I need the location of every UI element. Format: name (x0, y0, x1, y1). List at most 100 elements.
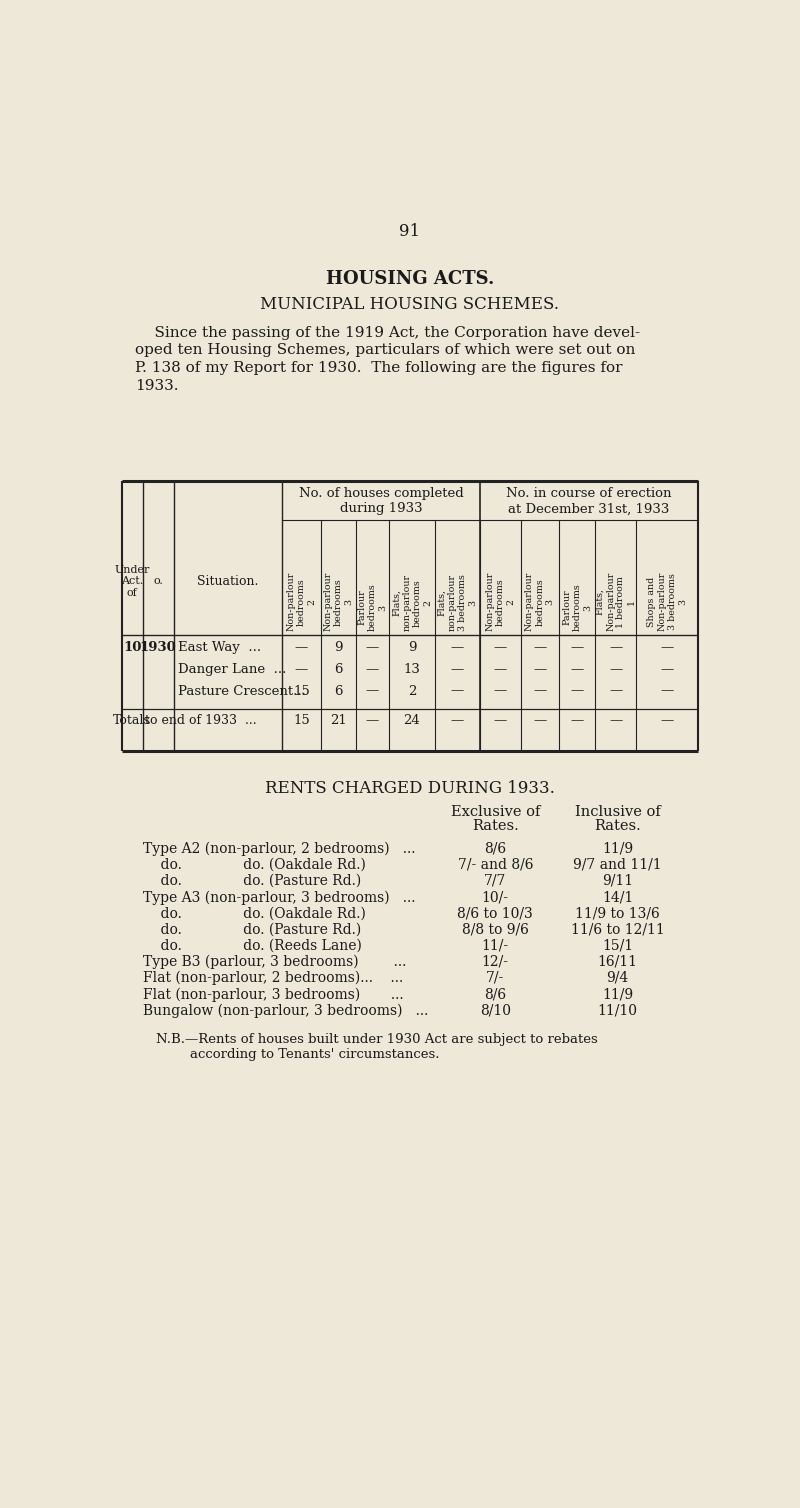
Text: —: — (450, 664, 464, 676)
Text: —: — (609, 664, 622, 676)
Text: Flats,
non-parlour
bedrooms
2: Flats, non-parlour bedrooms 2 (392, 575, 432, 632)
Text: Totals: Totals (114, 713, 151, 727)
Text: Non-parlour
bedrooms
2: Non-parlour bedrooms 2 (486, 572, 515, 632)
Text: HOUSING ACTS.: HOUSING ACTS. (326, 270, 494, 288)
Text: 9: 9 (408, 641, 416, 654)
Text: —: — (661, 664, 674, 676)
Text: 9/7 and 11/1: 9/7 and 11/1 (574, 858, 662, 872)
Text: 7/- and 8/6: 7/- and 8/6 (458, 858, 533, 872)
Text: 6: 6 (334, 685, 342, 698)
Text: 8/8 to 9/6: 8/8 to 9/6 (462, 923, 529, 936)
Text: do.              do. (Oakdale Rd.): do. do. (Oakdale Rd.) (142, 906, 370, 920)
Text: —: — (570, 685, 584, 698)
Text: MUNICIPAL HOUSING SCHEMES.: MUNICIPAL HOUSING SCHEMES. (261, 297, 559, 314)
Text: —: — (295, 664, 308, 676)
Text: 14/1: 14/1 (602, 890, 634, 905)
Text: —: — (494, 664, 507, 676)
Text: 9/11: 9/11 (602, 875, 634, 888)
Text: 6: 6 (334, 664, 342, 676)
Text: —: — (570, 664, 584, 676)
Text: —: — (450, 713, 464, 727)
Text: —: — (661, 713, 674, 727)
Text: 9: 9 (334, 641, 342, 654)
Text: do.              do. (Oakdale Rd.): do. do. (Oakdale Rd.) (142, 858, 370, 872)
Text: 16/11: 16/11 (598, 955, 638, 968)
Text: 8/6: 8/6 (484, 841, 506, 855)
Text: —: — (450, 641, 464, 654)
Text: —: — (533, 713, 546, 727)
Text: do.              do. (Pasture Rd.): do. do. (Pasture Rd.) (142, 875, 366, 888)
Text: 13: 13 (403, 664, 420, 676)
Text: Flats,
Non-parlour
1 bedroom
1: Flats, Non-parlour 1 bedroom 1 (596, 572, 636, 632)
Text: 11/9 to 13/6: 11/9 to 13/6 (575, 906, 660, 920)
Text: 11/10: 11/10 (598, 1003, 638, 1018)
Text: Type A3 (non-parlour, 3 bedrooms)   ...: Type A3 (non-parlour, 3 bedrooms) ... (142, 890, 415, 905)
Text: —: — (494, 641, 507, 654)
Text: 1930: 1930 (140, 641, 177, 654)
Text: 8/6: 8/6 (484, 988, 506, 1001)
Text: —: — (661, 685, 674, 698)
Text: Rates.: Rates. (472, 819, 518, 832)
Text: —: — (366, 713, 379, 727)
Text: o.: o. (153, 576, 163, 587)
Text: Under
Act.
of: Under Act. of (114, 566, 150, 599)
Text: 11/9: 11/9 (602, 988, 634, 1001)
Text: P. 138 of my Report for 1930.  The following are the figures for: P. 138 of my Report for 1930. The follow… (135, 360, 622, 375)
Text: 15: 15 (293, 713, 310, 727)
Text: —: — (533, 685, 546, 698)
Text: 21: 21 (330, 713, 346, 727)
Text: 8/10: 8/10 (480, 1003, 510, 1018)
Text: —: — (366, 664, 379, 676)
Text: 9/4: 9/4 (606, 971, 629, 985)
Text: Bungalow (non-parlour, 3 bedrooms)   ...: Bungalow (non-parlour, 3 bedrooms) ... (142, 1003, 428, 1018)
Text: Parlour
bedrooms
3: Parlour bedrooms 3 (562, 584, 592, 632)
Text: Non-parlour
bedrooms
2: Non-parlour bedrooms 2 (286, 572, 316, 632)
Text: Non-parlour
bedrooms
3: Non-parlour bedrooms 3 (323, 572, 354, 632)
Text: 1933.: 1933. (135, 379, 178, 394)
Text: oped ten Housing Schemes, particulars of which were set out on: oped ten Housing Schemes, particulars of… (135, 344, 635, 357)
Text: Parlour
bedrooms
3: Parlour bedrooms 3 (358, 584, 387, 632)
Text: East Way  ...: East Way ... (178, 641, 261, 654)
Text: N.B.—Rents of houses built under 1930 Act are subject to rebates: N.B.—Rents of houses built under 1930 Ac… (156, 1033, 598, 1047)
Text: do.              do. (Pasture Rd.): do. do. (Pasture Rd.) (142, 923, 366, 936)
Text: 24: 24 (403, 713, 420, 727)
Text: 91: 91 (399, 223, 421, 240)
Text: Non-parlour
bedrooms
3: Non-parlour bedrooms 3 (525, 572, 554, 632)
Text: 7/-: 7/- (486, 971, 504, 985)
Text: No. of houses completed
during 1933: No. of houses completed during 1933 (298, 487, 463, 516)
Text: 15/1: 15/1 (602, 938, 634, 953)
Text: —: — (609, 713, 622, 727)
Text: RENTS CHARGED DURING 1933.: RENTS CHARGED DURING 1933. (265, 780, 555, 798)
Text: —: — (533, 664, 546, 676)
Text: Flat (non-parlour, 2 bedrooms)...    ...: Flat (non-parlour, 2 bedrooms)... ... (142, 971, 403, 985)
Text: Exclusive of: Exclusive of (450, 805, 540, 819)
Text: —: — (295, 641, 308, 654)
Text: —: — (450, 685, 464, 698)
Text: according to Tenants' circumstances.: according to Tenants' circumstances. (156, 1048, 439, 1062)
Text: Danger Lane  ...: Danger Lane ... (178, 664, 286, 676)
Text: —: — (609, 685, 622, 698)
Text: —: — (609, 641, 622, 654)
Text: Type A2 (non-parlour, 2 bedrooms)   ...: Type A2 (non-parlour, 2 bedrooms) ... (142, 841, 415, 857)
Text: 15: 15 (293, 685, 310, 698)
Text: —: — (494, 713, 507, 727)
Text: 2: 2 (408, 685, 416, 698)
Text: 11/-: 11/- (482, 938, 509, 953)
Text: to end of 1933  ...: to end of 1933 ... (145, 713, 257, 727)
Text: Type B3 (parlour, 3 bedrooms)        ...: Type B3 (parlour, 3 bedrooms) ... (142, 955, 406, 970)
Text: 10/-: 10/- (482, 890, 509, 905)
Text: —: — (494, 685, 507, 698)
Text: 8/6 to 10/3: 8/6 to 10/3 (458, 906, 533, 920)
Text: —: — (570, 641, 584, 654)
Text: 7/7: 7/7 (484, 875, 506, 888)
Text: —: — (366, 641, 379, 654)
Text: No. in course of erection
at December 31st, 1933: No. in course of erection at December 31… (506, 487, 672, 516)
Text: Inclusive of: Inclusive of (575, 805, 661, 819)
Text: Situation.: Situation. (197, 575, 258, 588)
Text: Flat (non-parlour, 3 bedrooms)       ...: Flat (non-parlour, 3 bedrooms) ... (142, 988, 403, 1001)
Text: —: — (661, 641, 674, 654)
Text: Flats,
non-parlour
3 bedrooms
3: Flats, non-parlour 3 bedrooms 3 (437, 575, 478, 632)
Text: 12/-: 12/- (482, 955, 509, 968)
Text: Since the passing of the 1919 Act, the Corporation have devel-: Since the passing of the 1919 Act, the C… (135, 326, 640, 339)
Text: Rates.: Rates. (594, 819, 641, 832)
